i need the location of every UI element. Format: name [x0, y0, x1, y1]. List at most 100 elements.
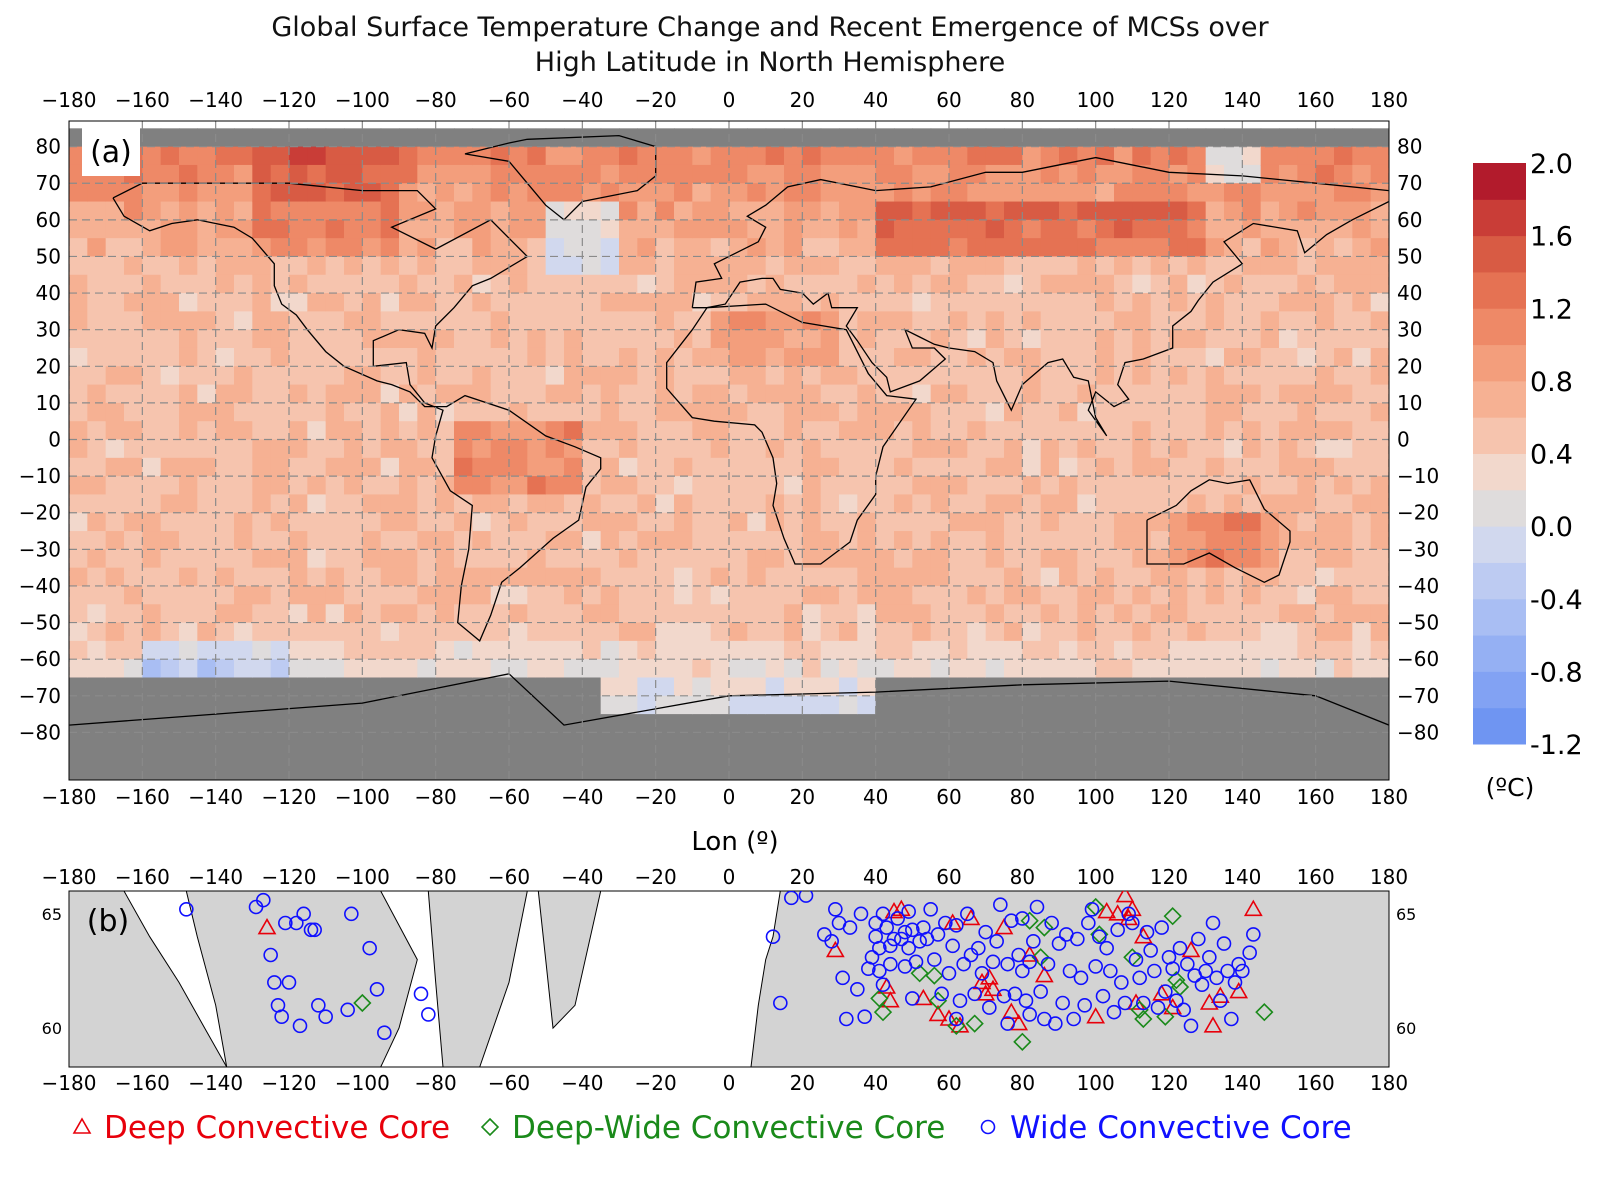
mcs-point-triangle: [1034, 965, 1054, 983]
grid-cell: [967, 238, 987, 258]
grid-cell: [1279, 128, 1298, 148]
grid-cell: [325, 274, 345, 294]
grid-cell: [1242, 439, 1262, 459]
grid-cell: [399, 531, 418, 550]
grid-cell: [1114, 329, 1133, 349]
grid-cell: [545, 604, 565, 624]
grid-cell: [857, 219, 877, 239]
grid-cell: [1242, 238, 1262, 258]
grid-cell: [729, 640, 748, 660]
grid-cell: [1022, 201, 1042, 221]
grid-cell: [875, 146, 895, 166]
grid-cell: [435, 604, 455, 624]
grid-cell: [765, 695, 785, 715]
grid-cell: [509, 146, 528, 166]
grid-cell: [490, 347, 510, 367]
grid-cell: [454, 256, 473, 276]
grid-cell: [270, 128, 290, 148]
grid-cell: [1242, 183, 1262, 203]
grid-cell: [160, 659, 180, 679]
grid-cell: [1022, 622, 1042, 642]
grid-cell: [655, 769, 675, 780]
land-polygon: [537, 891, 602, 1030]
grid-cell: [857, 750, 877, 770]
grid-cell: [857, 329, 877, 349]
grid-cell: [490, 201, 510, 221]
grid-cell: [1297, 164, 1317, 184]
grid-cell: [1334, 256, 1353, 276]
grid-cell: [1352, 549, 1372, 569]
grid-cell: [582, 164, 602, 184]
grid-cell: [105, 659, 125, 679]
grid-cell: [435, 274, 455, 294]
grid-cell: [1315, 402, 1335, 422]
grid-cell: [1040, 219, 1060, 239]
grid-cell: [1205, 714, 1225, 734]
grid-cell: [674, 549, 693, 569]
grid-cell: [600, 585, 620, 605]
y-tick-label-left: −20: [19, 501, 61, 525]
grid-cell: [179, 421, 198, 441]
grid-cell: [1224, 695, 1243, 715]
grid-cell: [1370, 439, 1389, 459]
grid-cell: [124, 585, 143, 605]
grid-cell: [1040, 439, 1060, 459]
colorbar-tick-label: 0.4: [1530, 440, 1573, 471]
grid-cell: [270, 293, 290, 312]
grid-cell: [747, 439, 767, 459]
grid-cell: [509, 622, 528, 642]
grid-cell: [949, 164, 968, 184]
grid-cell: [967, 219, 987, 239]
grid-cell: [1297, 219, 1317, 239]
grid-cell: [270, 659, 290, 679]
grid-cell: [435, 293, 455, 312]
grid-cell: [1004, 494, 1023, 514]
grid-cell: [1095, 714, 1115, 734]
grid-cell: [1095, 769, 1115, 780]
grid-cell: [435, 640, 455, 660]
grid-cell: [1297, 366, 1317, 386]
grid-cell: [435, 732, 455, 752]
x-tick-label-bottom: −140: [188, 1071, 243, 1095]
grid-cell: [655, 311, 675, 331]
grid-cell: [875, 695, 895, 715]
mcs-point-circle: [941, 965, 957, 981]
grid-cell: [307, 531, 327, 550]
grid-cell: [1242, 604, 1262, 624]
mcs-point-circle: [303, 922, 319, 938]
grid-cell: [1260, 494, 1280, 514]
grid-cell: [362, 164, 382, 184]
grid-cell: [142, 366, 162, 386]
mcs-point-circle: [1132, 970, 1147, 986]
grid-cell: [729, 714, 748, 734]
grid-cell: [417, 531, 437, 550]
grid-cell: [105, 256, 125, 276]
grid-cell: [380, 311, 400, 331]
panel-b-land: [69, 891, 1389, 1067]
grid-cell: [234, 622, 253, 642]
grid-cell: [857, 659, 877, 679]
grid-cell: [1095, 750, 1115, 770]
grid-cell: [1132, 549, 1152, 569]
grid-cell: [252, 567, 272, 587]
grid-cell: [527, 201, 547, 221]
grid-cell: [1315, 659, 1335, 679]
x-tick-label-top: 100: [1077, 88, 1115, 112]
mcs-point-diamond: [1035, 918, 1054, 937]
grid-cell: [435, 146, 455, 166]
grid-cell: [637, 329, 657, 349]
grid-cell: [619, 256, 638, 276]
grid-cell: [875, 531, 895, 550]
grid-cell: [655, 457, 675, 477]
grid-cell: [1205, 585, 1225, 605]
grid-cell: [197, 457, 217, 477]
grid-cell: [1059, 311, 1078, 331]
grid-cell: [545, 531, 565, 550]
grid-cell: [765, 146, 785, 166]
grid-cell: [930, 732, 950, 752]
grid-cell: [1334, 531, 1353, 550]
mcs-point-circle: [875, 977, 891, 993]
grid-cell: [1095, 238, 1115, 258]
grid-cell: [417, 622, 437, 642]
grid-cell: [784, 329, 803, 349]
